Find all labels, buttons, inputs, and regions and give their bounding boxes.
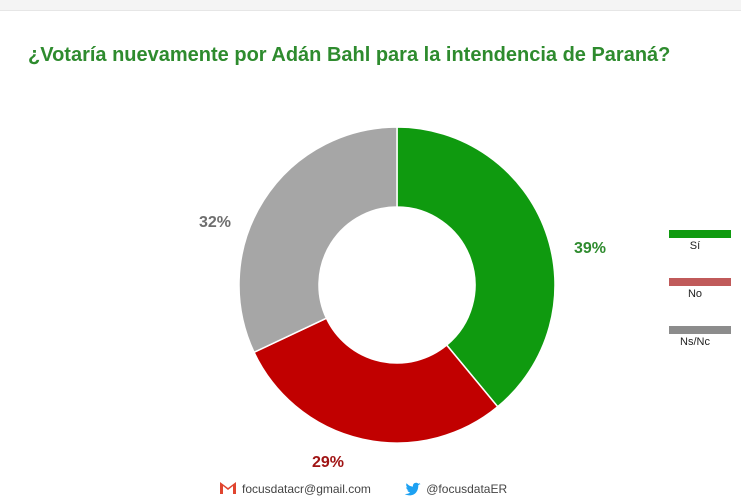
legend-swatch-nsnc [669,326,731,334]
footer-twitter[interactable]: @focusdataER [426,482,508,496]
data-label-si: 39% [574,240,606,257]
twitter-icon [404,482,422,496]
data-label-no: 29% [312,454,344,471]
footer: focusdatacr@gmail.com @focusdataER [220,482,640,502]
legend-item-si: Sí [669,230,733,278]
legend-label-nsnc: Ns/Nc [680,336,710,348]
slice-si [396,126,556,408]
chart-title: ¿Votaría nuevamente por Adán Bahl para l… [28,44,671,66]
legend-swatch-si [669,230,731,238]
top-bar [0,0,741,11]
slice-nsnc [238,126,398,354]
legend-item-nsnc: Ns/Nc [669,326,733,374]
legend-label-si: Sí [689,240,701,252]
gmail-icon [220,482,236,494]
legend: Sí No Ns/Nc [669,230,733,374]
data-label-nsnc: 32% [199,214,231,231]
footer-email[interactable]: focusdatacr@gmail.com [242,482,371,496]
legend-label-no: No [687,288,703,300]
slice-no [253,317,499,444]
legend-item-no: No [669,278,733,326]
legend-swatch-no [669,278,731,286]
